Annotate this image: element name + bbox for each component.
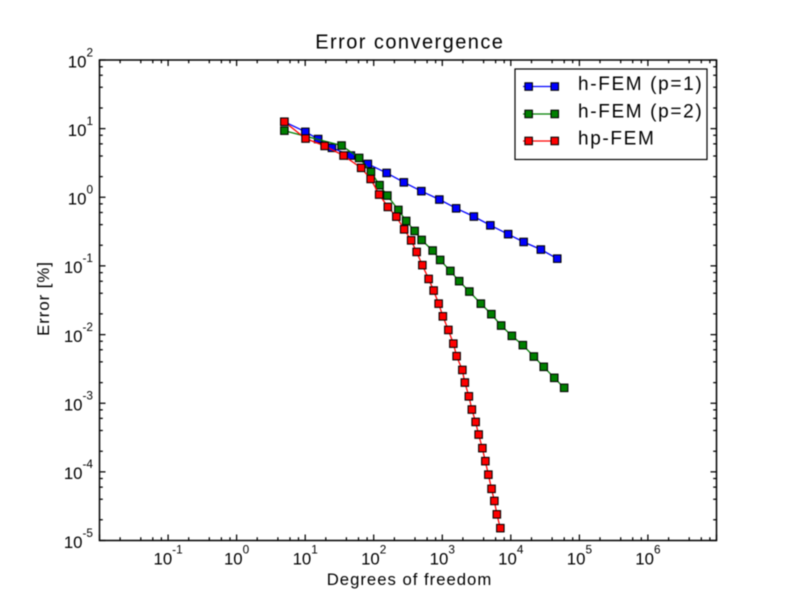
- svg-text:hp-FEM: hp-FEM: [578, 129, 655, 150]
- svg-text:Degrees of freedom: Degrees of freedom: [327, 570, 492, 589]
- svg-text:h-FEM (p=2): h-FEM (p=2): [578, 102, 703, 123]
- svg-text:Error convergence: Error convergence: [315, 32, 504, 54]
- svg-text:Error [%]: Error [%]: [34, 261, 53, 336]
- svg-text:h-FEM (p=1): h-FEM (p=1): [578, 74, 703, 95]
